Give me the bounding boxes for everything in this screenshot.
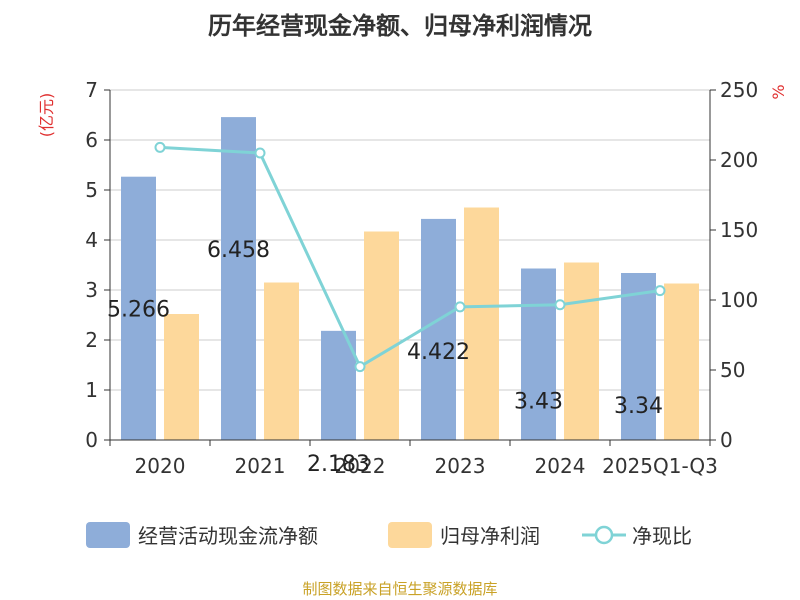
data-label-cashflow: 2.183 <box>307 452 370 477</box>
point-ratio <box>254 147 266 159</box>
bar-profit <box>664 283 699 440</box>
right-tick-label: 0 <box>720 428 733 452</box>
left-tick-label: 7 <box>85 78 98 102</box>
line-ratio <box>159 145 661 369</box>
chart-title: 历年经营现金净额、归母净利润情况 <box>208 12 592 40</box>
legend-item-ratio[interactable]: 净现比 <box>582 520 692 549</box>
bar-profit <box>264 282 299 440</box>
left-tick-label: 2 <box>85 328 98 352</box>
x-tick-label: 2022 <box>335 454 386 478</box>
data-label-cashflow: 3.34 <box>614 394 663 419</box>
right-tick-label: 250 <box>720 78 758 102</box>
bar-cashflow <box>621 273 656 440</box>
x-tick-label: 2024 <box>535 454 586 478</box>
legend-swatch-ratio <box>582 525 626 544</box>
legend-label-profit: 归母净利润 <box>440 524 540 548</box>
left-tick-label: 5 <box>85 178 98 202</box>
bar-profit <box>364 231 399 440</box>
bar-profit <box>164 314 199 440</box>
data-label-cashflow: 4.422 <box>407 340 470 365</box>
legend-swatch-profit <box>388 521 432 548</box>
right-tick-label: 200 <box>720 148 758 172</box>
left-tick-label: 4 <box>85 228 98 252</box>
left-tick-label: 3 <box>85 278 98 302</box>
point-ratio <box>554 299 566 311</box>
data-label-cashflow: 3.43 <box>514 390 563 415</box>
data-label-cashflow: 6.458 <box>207 238 270 263</box>
right-tick-label: 100 <box>720 288 758 312</box>
legend-item-cashflow[interactable]: 经营活动现金流净额 <box>86 520 318 549</box>
data-label-cashflow: 5.266 <box>107 298 170 323</box>
source-note: 制图数据来自恒生聚源数据库 <box>302 580 498 598</box>
point-ratio <box>454 301 466 313</box>
bar-cashflow <box>221 117 256 440</box>
bar-cashflow <box>121 176 156 440</box>
point-ratio <box>354 361 366 373</box>
legend-label-cashflow: 经营活动现金流净额 <box>138 524 318 548</box>
x-tick-label: 2025Q1-Q3 <box>602 454 718 478</box>
x-tick-label: 2023 <box>435 454 486 478</box>
point-ratio <box>154 141 166 153</box>
legend: 经营活动现金流净额 归母净利润 净现比 <box>0 520 800 550</box>
bar-profit <box>564 262 599 440</box>
left-tick-label: 6 <box>85 128 98 152</box>
legend-item-profit[interactable]: 归母净利润 <box>388 520 540 549</box>
right-tick-label: 50 <box>720 358 745 382</box>
left-tick-label: 0 <box>85 428 98 452</box>
left-axis-label: (亿元) <box>37 93 56 138</box>
x-tick-label: 2021 <box>235 454 286 478</box>
point-ratio <box>654 285 666 297</box>
right-tick-label: 150 <box>720 218 758 242</box>
x-tick-label: 2020 <box>135 454 186 478</box>
left-tick-label: 1 <box>85 378 98 402</box>
legend-label-ratio: 净现比 <box>632 524 692 548</box>
bar-cashflow <box>421 218 456 440</box>
bar-cashflow <box>521 268 556 440</box>
bar-profit <box>464 207 499 440</box>
legend-swatch-cashflow <box>86 521 130 548</box>
right-axis-label: % <box>769 84 788 99</box>
